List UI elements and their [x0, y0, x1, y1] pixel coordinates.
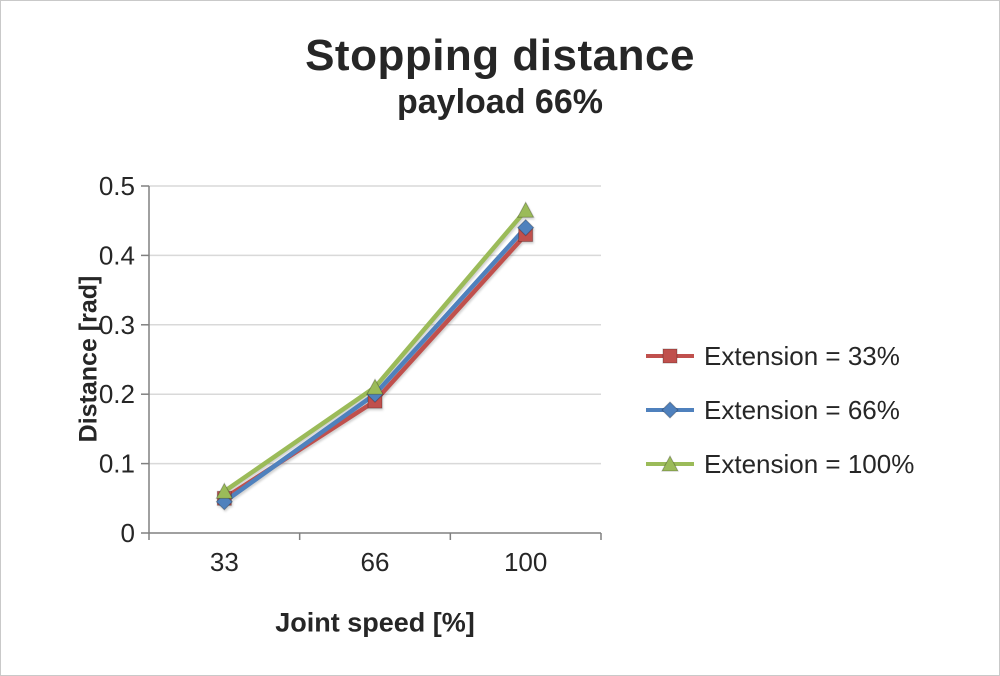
series-line — [222, 208, 528, 494]
legend-label: Extension = 100% — [704, 448, 915, 479]
data-point-marker — [366, 378, 384, 395]
data-point-marker — [215, 482, 234, 499]
legend-item: Extension = 66% — [646, 393, 914, 427]
tick-label: 0.3 — [99, 310, 135, 340]
legend-swatch-icon — [646, 401, 694, 419]
chart-title: Stopping distance — [305, 31, 695, 80]
legend-label: Extension = 66% — [704, 394, 900, 425]
data-point-marker — [662, 348, 678, 364]
tick-label: 0.4 — [99, 240, 135, 270]
tick-label: 33 — [210, 547, 239, 577]
x-axis-title: Joint speed [%] — [275, 607, 475, 638]
legend-item: Extension = 100% — [646, 447, 914, 481]
y-axis-title: Distance [rad] — [74, 275, 103, 443]
legend-item: Extension = 33% — [646, 339, 914, 373]
chart-subtitle: payload 66% — [397, 82, 603, 121]
legend: Extension = 33% Extension = 66% Extensio… — [646, 339, 914, 481]
data-point-marker — [661, 401, 679, 419]
legend-swatch-icon — [646, 348, 694, 364]
tick-label: 100 — [504, 547, 547, 577]
chart-title-block: Stopping distance payload 66% — [1, 31, 999, 122]
series-group — [215, 201, 535, 511]
legend-label: Extension = 33% — [704, 340, 900, 371]
data-point-marker — [516, 201, 535, 218]
data-point-marker — [661, 454, 679, 472]
tick-label: 66 — [361, 547, 390, 577]
tick-label: 0 — [121, 518, 135, 548]
tick-label: 0.1 — [99, 449, 135, 479]
legend-swatch-icon — [646, 454, 694, 472]
tick-label: 0.2 — [99, 379, 135, 409]
data-point-marker — [516, 218, 535, 237]
tick-label: 0.5 — [99, 171, 135, 201]
